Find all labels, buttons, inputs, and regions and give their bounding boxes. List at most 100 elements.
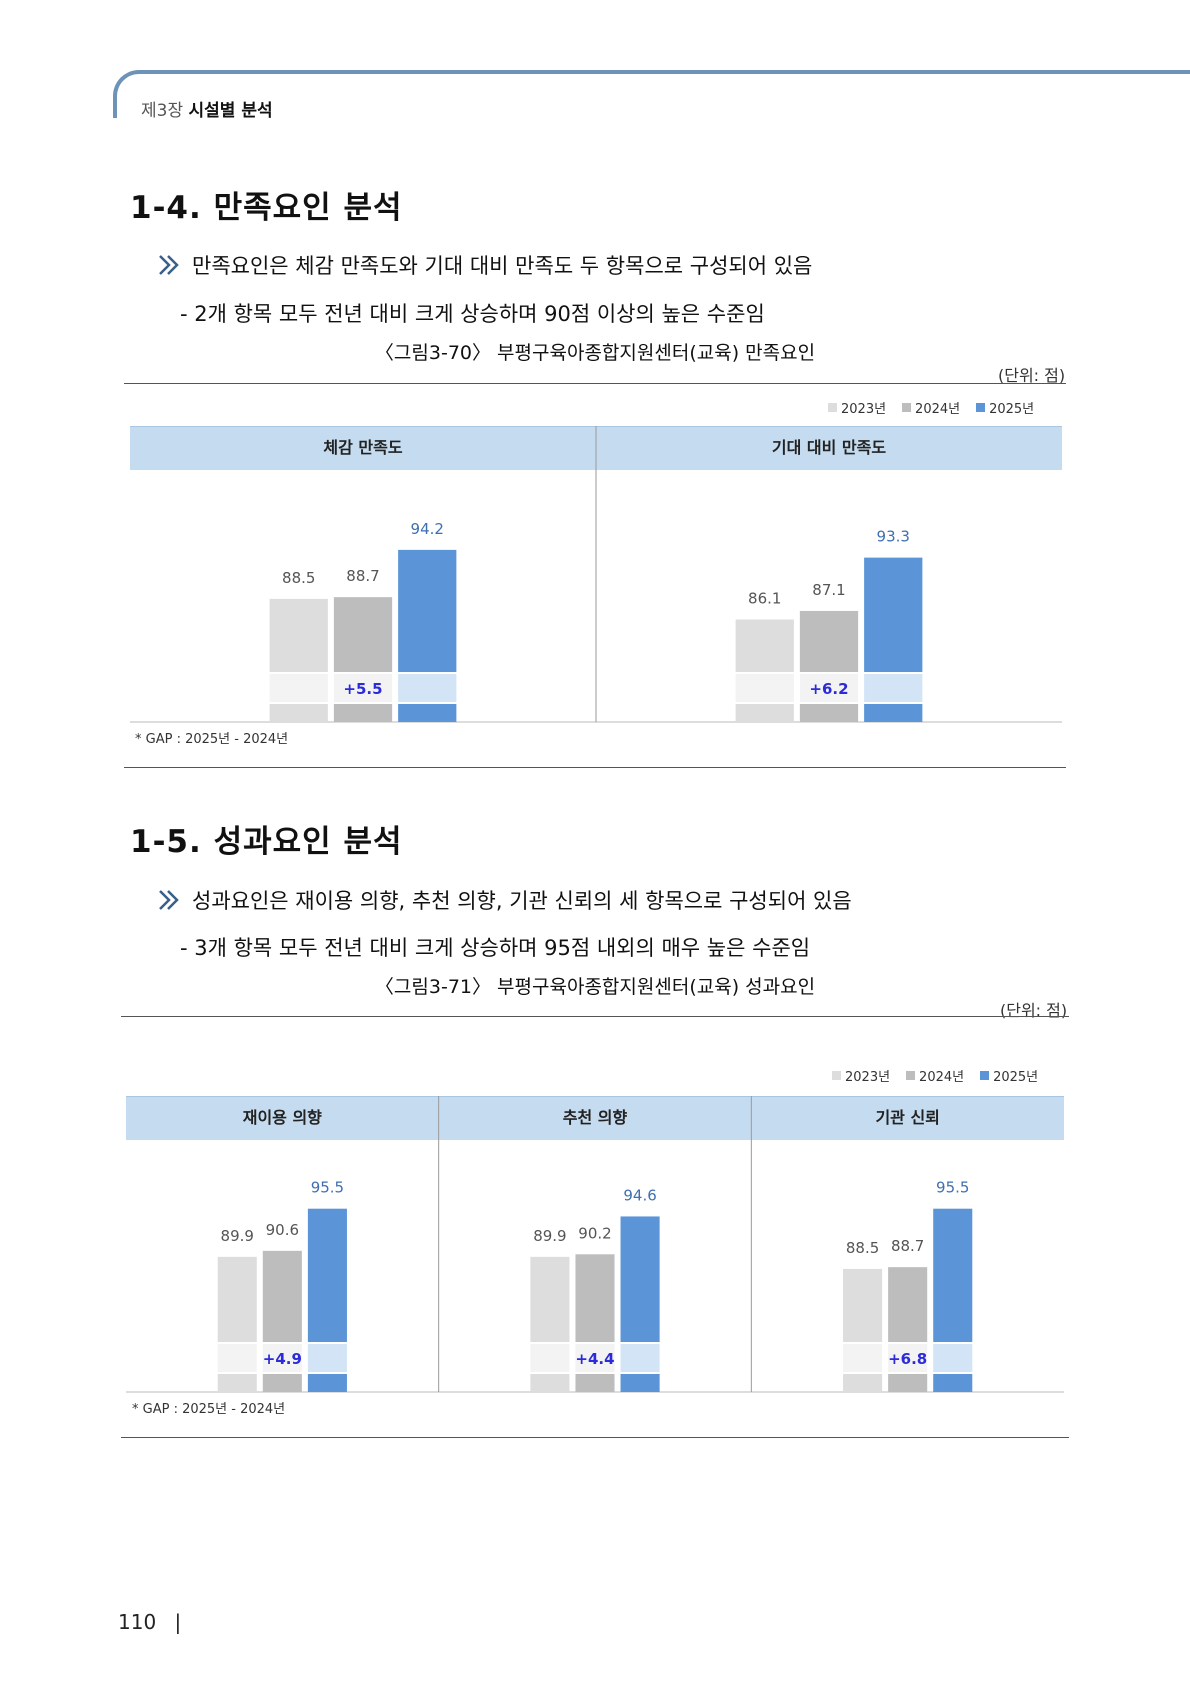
bar-value-label: 90.6 [266, 1221, 299, 1239]
figure2-bottom-rule [121, 1437, 1069, 1438]
bar-value-label: 89.9 [221, 1227, 254, 1245]
bar-2025 [398, 549, 457, 672]
section2-title: 1-5. 성과요인 분석 [130, 824, 403, 860]
bar-base-stub [530, 1374, 570, 1392]
bar-value-label: 94.6 [623, 1186, 656, 1204]
bar-value-label: 87.1 [812, 581, 845, 599]
legend-1: 2023년 2024년 2025년 [828, 398, 1034, 417]
legend-label-2024: 2024년 [915, 402, 961, 417]
double-chevron-icon [159, 255, 179, 275]
section1-sub: - 2개 항목 모두 전년 대비 크게 상승하며 90점 이상의 높은 수준임 [180, 302, 765, 326]
bar-break-band [398, 674, 457, 702]
unit-label-1: (단위: 점) [998, 366, 1066, 385]
section2-bullet: 성과요인은 재이용 의향, 추천 의향, 기관 신뢰의 세 항목으로 구성되어 … [158, 885, 852, 915]
bar-value-label: 88.5 [846, 1239, 879, 1257]
legend-label-2025: 2025년 [989, 402, 1035, 417]
bar-base-stub [843, 1374, 883, 1392]
legend-item-2024: 2024년 [902, 398, 960, 417]
bar-break-band [530, 1344, 570, 1372]
gap-label: +6.2 [809, 680, 848, 698]
bar-base-stub [575, 1374, 615, 1392]
legend-swatch-2024 [902, 403, 912, 412]
unit-label-2: (단위: 점) [1000, 1001, 1068, 1020]
bar-2023 [217, 1256, 257, 1342]
figure1-bottom-rule [124, 767, 1066, 768]
figure-caption-1: 〈그림3-70〉 부평구육아종합지원센터(교육) 만족요인 [374, 342, 816, 364]
bar-2023 [530, 1256, 570, 1342]
bar-value-label: 94.2 [411, 520, 444, 538]
bar-break-band [269, 674, 328, 702]
bar-2024 [799, 610, 859, 672]
bar-break-band [307, 1344, 347, 1372]
bar-value-label: 86.1 [748, 590, 781, 608]
legend-swatch-2025 [980, 1071, 990, 1080]
bar-value-label: 93.3 [877, 528, 910, 546]
legend-label-2023: 2023년 [841, 402, 887, 417]
section1-bullet: 만족요인은 체감 만족도와 기대 대비 만족도 두 항목으로 구성되어 있음 [158, 250, 812, 280]
bar-break-band [575, 1344, 615, 1372]
legend-item-2023: 2023년 [832, 1066, 890, 1085]
section1-bullet-text: 만족요인은 체감 만족도와 기대 대비 만족도 두 항목으로 구성되어 있음 [192, 254, 813, 278]
bar-base-stub [217, 1374, 257, 1392]
bar-2023 [735, 619, 794, 672]
chapter-header: 제3장 시설별 분석 [141, 96, 273, 121]
bar-break-band [217, 1344, 257, 1372]
legend-label-2024: 2024년 [919, 1070, 965, 1085]
bar-2024 [262, 1250, 302, 1342]
section2-bullet-text: 성과요인은 재이용 의향, 추천 의향, 기관 신뢰의 세 항목으로 구성되어 … [192, 889, 852, 913]
legend-swatch-2024 [906, 1071, 916, 1080]
gap-label: +4.9 [263, 1350, 302, 1368]
bar-value-label: 89.9 [533, 1227, 566, 1245]
chapter-number: 제3장 [141, 101, 184, 121]
bar-base-stub [735, 704, 794, 722]
double-chevron-icon [159, 890, 179, 910]
figure1-top-rule [124, 383, 1066, 384]
panel-title: 추천 의향 [563, 1108, 628, 1127]
legend-2: 2023년 2024년 2025년 [832, 1066, 1038, 1085]
performance-factor-chart: 재이용 의향 89.9 90.6 95.5 +4.9 추천 의향 89.9 90.2 94.6 +… [126, 1096, 1064, 1393]
legend-label-2025: 2025년 [993, 1070, 1039, 1085]
bar-break-band [864, 674, 923, 702]
bar-base-stub [269, 704, 328, 722]
legend-swatch-2023 [828, 403, 837, 412]
legend-swatch-2023 [832, 1071, 841, 1080]
bar-break-band [799, 674, 859, 702]
bar-break-band [888, 1344, 928, 1372]
bar-base-stub [864, 704, 923, 722]
legend-item-2025: 2025년 [980, 1066, 1038, 1085]
bar-break-band [933, 1344, 973, 1372]
panel-title: 기대 대비 만족도 [772, 438, 886, 457]
page-number: 110 | [118, 1610, 181, 1634]
bar-base-stub [933, 1374, 973, 1392]
legend-swatch-2025 [976, 403, 986, 412]
header-rule [113, 70, 1190, 118]
section2-sub: - 3개 항목 모두 전년 대비 크게 상승하며 95점 내외의 매우 높은 수… [180, 936, 811, 960]
bar-2025 [620, 1216, 660, 1342]
bar-base-stub [799, 704, 859, 722]
gap-label: +6.8 [888, 1350, 927, 1368]
bar-base-stub [888, 1374, 928, 1392]
bar-2025 [307, 1208, 347, 1342]
panel-title: 체감 만족도 [323, 438, 402, 457]
bar-value-label: 88.5 [282, 569, 315, 587]
gap-label: +4.4 [575, 1350, 614, 1368]
bar-base-stub [620, 1374, 660, 1392]
gap-note-2: * GAP : 2025년 - 2024년 [132, 1402, 286, 1417]
bar-break-band [735, 674, 794, 702]
bar-break-band [620, 1344, 660, 1372]
bar-base-stub [333, 704, 393, 722]
bar-value-label: 95.5 [936, 1179, 969, 1197]
legend-item-2025: 2025년 [976, 398, 1034, 417]
figure-caption-2: 〈그림3-71〉 부평구육아종합지원센터(교육) 성과요인 [374, 976, 816, 998]
panel-header-band [126, 1096, 1064, 1140]
legend-item-2023: 2023년 [828, 398, 886, 417]
bar-base-stub [262, 1374, 302, 1392]
bar-2025 [864, 557, 923, 672]
bar-value-label: 90.2 [578, 1224, 611, 1242]
panel-title: 기관 신뢰 [875, 1108, 939, 1127]
panel-title: 재이용 의향 [243, 1108, 322, 1127]
bar-2024 [333, 597, 393, 672]
bar-2023 [843, 1268, 883, 1342]
page-number-text: 110 [118, 1610, 157, 1634]
bar-base-stub [307, 1374, 347, 1392]
